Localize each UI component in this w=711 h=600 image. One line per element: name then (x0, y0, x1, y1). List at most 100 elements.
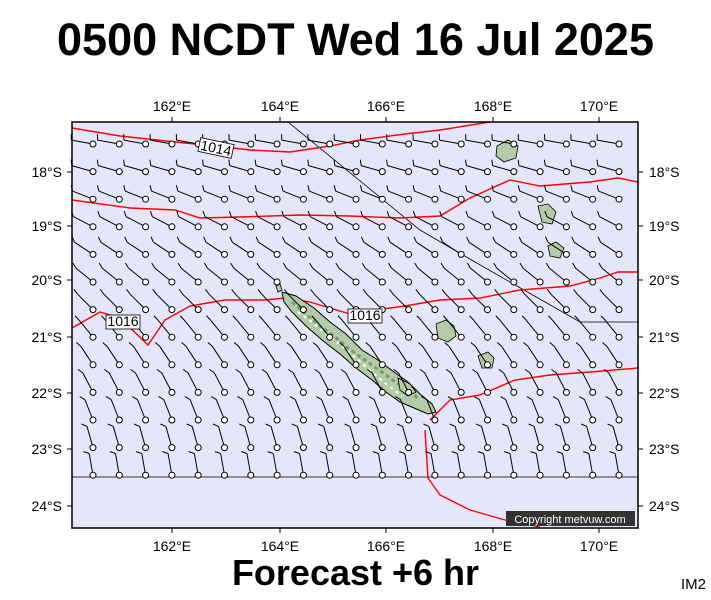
wind-barb-feather (573, 288, 578, 295)
wind-barb-feather (228, 210, 232, 217)
wind-barb-feather (99, 288, 105, 295)
wind-barb-station (562, 388, 570, 396)
wind-barb-shaft (234, 293, 252, 310)
wind-barb-feather (203, 262, 208, 269)
wind-barb-feather (366, 368, 373, 374)
wind-barb-station (247, 223, 255, 231)
wind-barb-shaft (448, 346, 462, 366)
wind-barb-shaft (389, 241, 409, 255)
wind-barb-station (378, 250, 386, 258)
wind-barb-station (299, 361, 307, 369)
wind-barb-feather (491, 159, 494, 166)
wind-barb-shaft (178, 216, 199, 228)
wind-barb-feather (444, 342, 450, 347)
wind-barb-shaft (574, 241, 593, 255)
wind-barb-station (562, 223, 570, 231)
wind-barb-feather (229, 236, 233, 243)
wind-barb-station (431, 361, 439, 369)
wind-barb-shaft (529, 372, 541, 393)
wind-barb-shaft (98, 190, 120, 200)
wind-barb-station (115, 223, 123, 231)
wind-barb-station (168, 471, 176, 479)
lat-label: 24°S (31, 498, 62, 514)
wind-barb-shaft (151, 190, 173, 200)
wind-barb-shaft (598, 190, 620, 200)
lat-label: 20°S (649, 272, 680, 288)
wind-barb-feather (334, 210, 337, 217)
wind-barb-station (615, 306, 623, 314)
wind-barb-shaft (546, 216, 567, 228)
wind-barb-shaft (404, 453, 410, 476)
wind-barb-shaft (522, 267, 541, 283)
copyright-text: Copyright metvuw.com (514, 514, 625, 526)
wind-barb-shaft (576, 293, 594, 310)
wind-barb-station (536, 195, 544, 203)
wind-barb-shaft (571, 165, 593, 173)
lon-label: 168°E (474, 98, 512, 114)
wind-barb-station (89, 444, 97, 452)
wind-barb-feather (204, 288, 210, 295)
wind-barb-shaft (608, 372, 620, 393)
wind-barb-station (221, 168, 228, 176)
wind-barb-shaft (493, 190, 514, 200)
wind-barbs (70, 134, 623, 479)
wind-barb-station (457, 444, 465, 452)
wind-barb-feather (231, 288, 236, 295)
wind-barb-shaft (78, 319, 94, 338)
wind-barb-station (510, 333, 518, 341)
wind-barb-station (536, 168, 544, 176)
wind-barb-feather (188, 451, 195, 455)
wind-barb-feather (387, 236, 391, 243)
wind-barb-feather (549, 342, 555, 347)
lat-label: 22°S (31, 385, 62, 401)
wind-barb-feather (97, 236, 102, 243)
wind-barb-shaft (340, 293, 357, 310)
wind-barb-shaft (345, 372, 357, 393)
wind-barb-shaft (97, 139, 120, 145)
wind-barb-station (562, 444, 570, 452)
wind-barb-feather (609, 451, 616, 455)
wind-barb-shaft (465, 139, 488, 145)
wind-barb-feather (336, 288, 341, 295)
wind-barb-shaft (387, 190, 409, 200)
wind-barb-station (89, 278, 97, 286)
wind-barb-station (273, 306, 281, 314)
wind-barb-station (457, 168, 465, 176)
wind-barb-shaft (315, 319, 331, 338)
wind-barb-feather (73, 288, 78, 295)
wind-barb-station (142, 140, 150, 148)
wind-barb-shaft (106, 346, 120, 366)
wind-barb-shaft (424, 372, 436, 393)
wind-barb-station (89, 471, 97, 479)
wind-barb-shaft (154, 267, 173, 283)
map-frame (71, 121, 639, 529)
wind-barb-station (484, 306, 491, 314)
wind-barb-shaft (283, 216, 304, 228)
wind-barb-feather (103, 368, 110, 374)
wind-barb-shaft (547, 241, 567, 255)
wind-barb-shaft (308, 165, 330, 173)
lon-label: 166°E (367, 98, 405, 114)
longitude-labels-bottom: 162°E 164°E 166°E 168°E 170°E (153, 538, 618, 554)
wind-barb-station (615, 333, 623, 341)
wind-barb-feather (528, 423, 535, 427)
wind-barb-shaft (210, 319, 225, 338)
wind-barb-shaft (193, 453, 199, 476)
wind-barb-shaft (185, 346, 199, 366)
wind-barb-shaft (440, 190, 462, 200)
wind-barb-shaft (553, 346, 567, 366)
wind-barb-feather (598, 262, 603, 269)
wind-barb-feather (291, 423, 298, 427)
wind-barb-shaft (231, 216, 252, 228)
wind-barb-station (405, 250, 413, 258)
wind-barb-shaft (422, 346, 436, 366)
wind-barb-shaft (309, 216, 330, 228)
wind-barb-station (589, 278, 597, 286)
wind-barb-feather (241, 451, 248, 455)
wind-barb-shaft (255, 165, 278, 173)
wind-barb-station (299, 223, 307, 231)
wind-barb-station (142, 444, 150, 452)
wind-barb-shaft (525, 319, 541, 338)
lat-label: 22°S (649, 385, 680, 401)
lat-label: 24°S (649, 498, 680, 514)
